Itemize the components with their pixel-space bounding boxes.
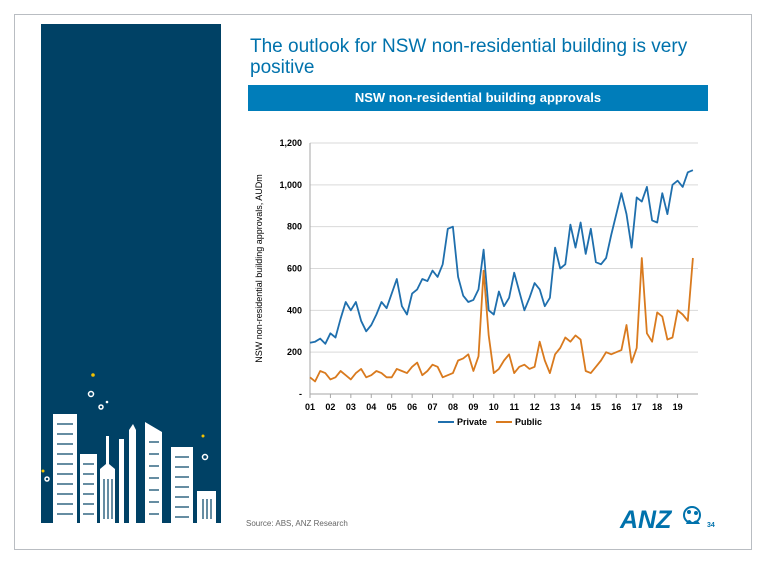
series-line-private — [309, 169, 694, 345]
slide-title: The outlook for NSW non-residential buil… — [250, 36, 688, 78]
anz-logo: ANZ — [616, 504, 726, 534]
x-tick-label: 18 — [652, 402, 662, 412]
y-tick-label: 400 — [287, 305, 302, 315]
y-tick-label: 800 — [287, 222, 302, 232]
page-number: 34 — [707, 522, 715, 529]
x-tick-label: 04 — [366, 402, 376, 412]
decor-dot — [105, 400, 109, 404]
x-tick-label: 08 — [448, 402, 458, 412]
x-tick-label: 05 — [387, 402, 397, 412]
x-tick-label: 11 — [509, 402, 519, 412]
line-chart: - 200 400 600 800 1,000 1,200 01 02 03 04 05 06 07 08… — [248, 128, 708, 438]
series-lines — [309, 169, 694, 383]
slide-frame — [14, 14, 752, 550]
city-skyline-illustration — [41, 373, 221, 532]
logo-text: ANZ — [619, 506, 673, 532]
chart-banner: NSW non-residential building approvals — [248, 85, 708, 111]
x-tick-label: 13 — [550, 402, 560, 412]
y-tick-label: 1,000 — [279, 180, 302, 190]
x-tick-label: 12 — [530, 402, 540, 412]
x-tick-label: 19 — [673, 402, 683, 412]
x-tick-label: 17 — [632, 402, 642, 412]
y-tick-label: 600 — [287, 264, 302, 274]
legend-label-private: Private — [457, 417, 487, 427]
y-tick-label: - — [299, 389, 302, 399]
y-tick-label: 1,200 — [279, 138, 302, 148]
x-tick-label: 03 — [346, 402, 356, 412]
decor-circle — [201, 453, 209, 461]
y-axis-label: NSW non-residential building approvals, … — [254, 174, 264, 363]
decor-circle — [87, 390, 95, 398]
grid-lines — [310, 142, 698, 353]
decor-circle — [44, 476, 50, 482]
sidebar-panel — [41, 24, 221, 532]
x-tick-label: 02 — [325, 402, 335, 412]
anz-people-icon — [683, 506, 701, 524]
x-tick-label: 16 — [611, 402, 621, 412]
axes — [309, 143, 698, 398]
decor-dot — [201, 434, 205, 438]
source-note: Source: ABS, ANZ Research — [246, 519, 348, 528]
series-line-public — [309, 257, 694, 383]
chart-svg: - 200 400 600 800 1,000 1,200 01 02 03 04 05 06 07 08… — [254, 138, 698, 427]
x-tick-label: 10 — [489, 402, 499, 412]
y-tick-label: 200 — [287, 347, 302, 357]
x-tick-label: 15 — [591, 402, 601, 412]
legend-label-public: Public — [515, 417, 542, 427]
x-tick-label: 01 — [305, 402, 315, 412]
chart-legend: Private Public — [438, 417, 542, 427]
x-tick-label: 14 — [570, 402, 580, 412]
decor-dot — [91, 373, 95, 377]
decor-dot — [41, 469, 45, 473]
y-tick-labels: - 200 400 600 800 1,000 1,200 — [279, 138, 302, 399]
x-tick-label: 07 — [428, 402, 438, 412]
building-windows — [57, 423, 212, 519]
x-tick-label: 09 — [468, 402, 478, 412]
x-tick-labels: 01 02 03 04 05 06 07 08 09 10 11 12 13 14 15 16 17 18 19 — [305, 402, 683, 412]
x-tick-label: 06 — [407, 402, 417, 412]
decor-circle — [98, 404, 104, 410]
